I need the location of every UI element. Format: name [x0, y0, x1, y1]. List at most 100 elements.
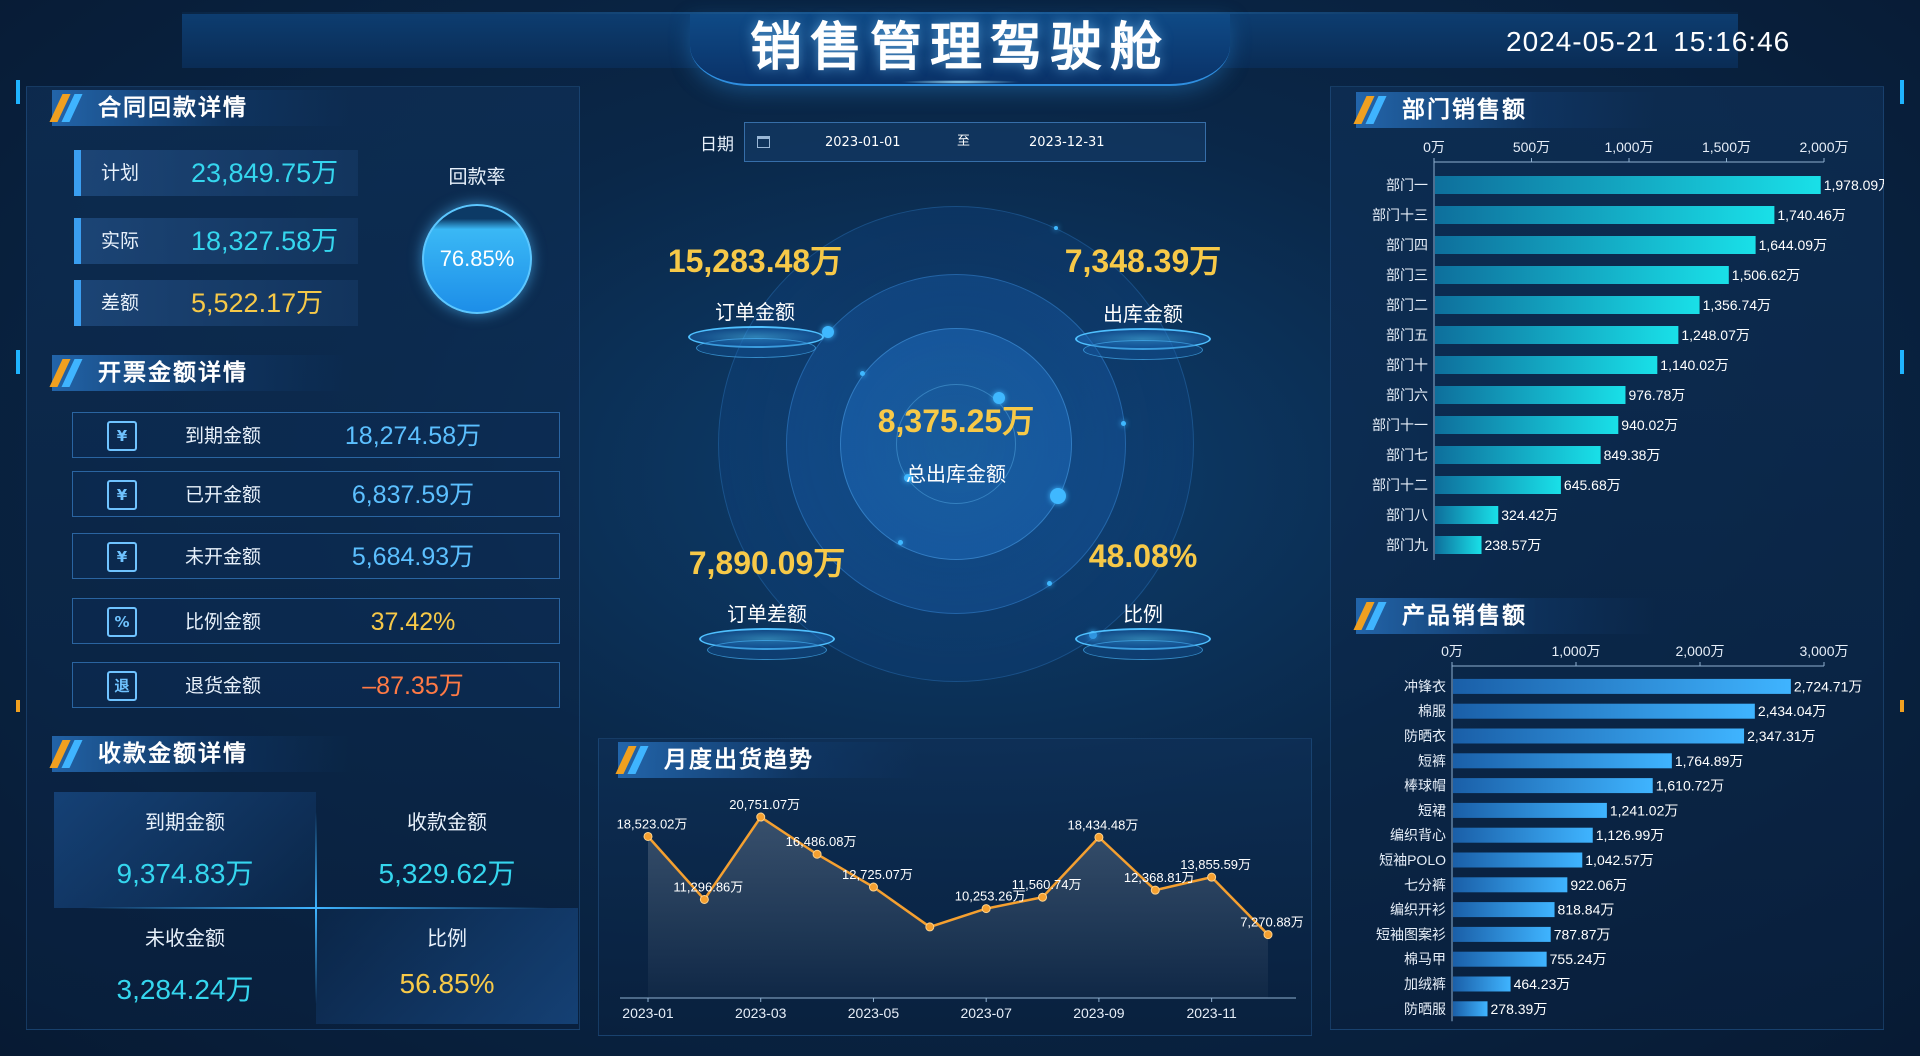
orbit-dot [860, 371, 865, 376]
return-doc-icon: 退 [107, 671, 137, 701]
bar [1453, 852, 1583, 868]
category-label: 棒球帽 [1404, 778, 1446, 794]
bar [1453, 728, 1745, 744]
data-label: 1,506.62万 [1732, 267, 1801, 283]
outbound-amount-value: 7,348.39万 [1064, 243, 1222, 279]
category-label: 部门五 [1386, 327, 1428, 343]
bar [1435, 176, 1821, 194]
invoice-return-value: –87.35万 [362, 672, 464, 700]
outbound-amount-label: 出库金额 [1103, 302, 1183, 326]
category-label: 短裤 [1418, 753, 1446, 769]
area-fill [648, 817, 1268, 998]
pedestal-base [1083, 340, 1203, 360]
dept-sales-title-text: 部门销售额 [1402, 97, 1527, 123]
bar [1453, 951, 1547, 967]
order-amount-label: 订单金额 [715, 300, 795, 324]
invoice-due-row: ¥ 到期金额 18,274.58万 [72, 412, 560, 458]
current-time: 15:16:46 [1673, 26, 1791, 57]
category-label: 部门十一 [1372, 417, 1428, 433]
invoice-issued-value: 6,837.59万 [351, 481, 475, 509]
collection-rate-gauge: 76.85% [422, 204, 532, 314]
invoice-due-label: 到期金额 [185, 425, 262, 447]
collection-section-title: 收款金额详情 [49, 736, 352, 772]
data-label: 1,978.09万 [1824, 177, 1884, 193]
contract-plan-row: 计划 23,849.75万 [74, 150, 358, 196]
category-label: 部门十 [1386, 357, 1428, 373]
collection-due-cell: 到期金额 9,374.83万 [54, 792, 316, 908]
date-start-input[interactable]: 2023-01-01 [825, 135, 901, 150]
bar [1435, 446, 1601, 464]
collection-rate-label: 回款率 [448, 166, 506, 188]
category-label: 防晒服 [1404, 1001, 1446, 1017]
orbit-dot [904, 474, 912, 482]
data-label: 1,356.74万 [1703, 297, 1772, 313]
data-label: 324.42万 [1501, 507, 1558, 523]
total-outbound-label: 总出库金额 [906, 462, 1006, 486]
orbit-dot [898, 540, 903, 545]
data-label: 238.57万 [1485, 537, 1542, 553]
category-label: 部门八 [1386, 507, 1428, 523]
data-point [1263, 930, 1273, 940]
bar [1435, 476, 1561, 494]
bar [1453, 877, 1568, 893]
data-point [699, 894, 709, 904]
collection-ratio-label: 比例 [427, 926, 467, 950]
edge-deco [1900, 350, 1904, 374]
invoice-ratio-label: 比例金额 [185, 611, 262, 633]
x-tick-label: 0万 [1441, 644, 1463, 659]
yen-doc-icon: ¥ [107, 421, 137, 451]
edge-deco [16, 350, 20, 374]
data-label: 645.68万 [1564, 477, 1621, 493]
invoice-section-title: 开票金额详情 [49, 355, 352, 391]
collection-received-cell: 收款金额 5,329.62万 [316, 792, 578, 908]
data-label: 2,724.71万 [1794, 678, 1863, 694]
data-label: 2,434.04万 [1758, 703, 1827, 719]
edge-deco [1900, 80, 1904, 104]
data-label: 1,042.57万 [1585, 852, 1654, 868]
bar [1453, 1001, 1488, 1017]
invoice-ratio-row: % 比例金额 37.42% [72, 598, 560, 644]
bar [1453, 976, 1511, 992]
percent-icon: % [107, 607, 137, 637]
inner-ring [840, 328, 1072, 560]
x-tick-label: 1,000万 [1551, 644, 1600, 659]
data-label: 1,764.89万 [1675, 753, 1744, 769]
order-diff-pedestal [699, 622, 835, 662]
collection-grid: 到期金额 9,374.83万 收款金额 5,329.62万 未收金额 3,284… [54, 792, 578, 1024]
data-label: 922.06万 [1570, 877, 1627, 893]
orbit-dot [993, 392, 1005, 404]
orbit-dot [1054, 226, 1058, 230]
x-tick-label: 1,500万 [1702, 139, 1751, 155]
category-label: 短袖图案衫 [1376, 926, 1446, 942]
series-line [647, 815, 1269, 936]
grid-cell-bg [54, 792, 316, 908]
data-label: 755.24万 [1550, 951, 1607, 967]
monthly-trend-title-text: 月度出货趋势 [664, 747, 814, 773]
collection-title-text: 收款金额详情 [98, 741, 248, 767]
x-tick-label: 2023-03 [735, 1005, 787, 1021]
date-end-input[interactable]: 2023-12-31 [1029, 135, 1105, 150]
pedestal-base [1083, 640, 1203, 660]
orbit-dot [822, 326, 834, 338]
data-point [868, 882, 878, 892]
data-point [812, 849, 822, 859]
x-tick-label: 500万 [1513, 139, 1550, 155]
ratio-pedestal [1075, 622, 1211, 662]
collection-received-label: 收款金额 [407, 810, 487, 834]
invoice-issued-label: 已开金额 [185, 484, 262, 506]
yen-check-icon: ¥ [107, 480, 137, 510]
category-label: 棉服 [1418, 703, 1446, 719]
outbound-amount-pedestal [1075, 322, 1211, 362]
invoice-title-text: 开票金额详情 [98, 360, 248, 386]
invoice-return-label: 退货金额 [185, 675, 262, 697]
category-label: 部门三 [1386, 267, 1428, 283]
data-label: 1,610.72万 [1656, 778, 1725, 794]
date-range-picker[interactable]: 2023-01-01 至 2023-12-31 [744, 122, 1206, 162]
data-label: 1,126.99万 [1596, 827, 1665, 843]
order-amount-pedestal [688, 320, 824, 360]
bar [1435, 236, 1756, 254]
invoice-issued-row: ¥ 已开金额 6,837.59万 [72, 471, 560, 517]
core-ring [896, 384, 1016, 504]
contract-section-title: 合同回款详情 [49, 90, 352, 126]
data-label: 2,347.31万 [1747, 728, 1816, 744]
